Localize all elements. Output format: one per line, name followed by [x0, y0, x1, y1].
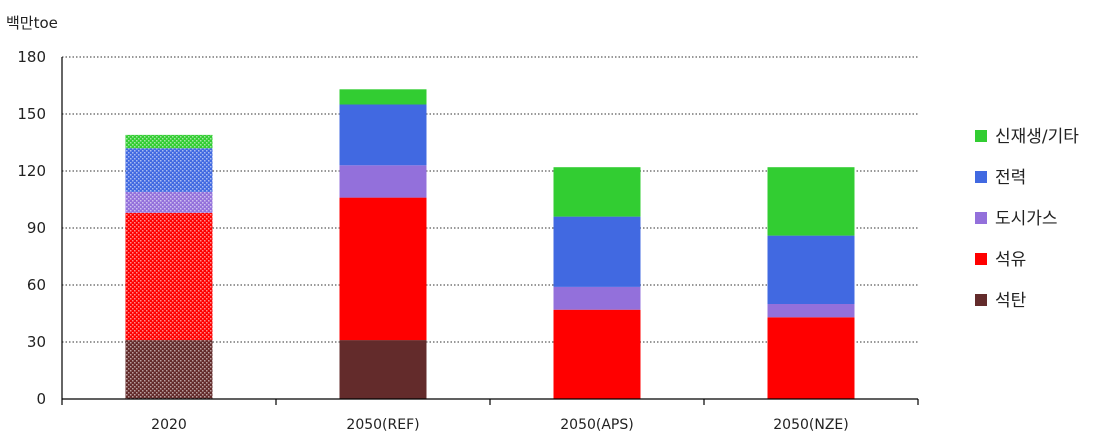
axes: [61, 57, 919, 405]
legend-swatch: [975, 171, 987, 183]
bar-segment: [339, 165, 427, 198]
legend-swatch: [975, 212, 987, 224]
bar-segment-pattern: [125, 340, 213, 399]
bar-segment-pattern: [125, 191, 213, 213]
bar-segment: [767, 317, 855, 399]
bar-segment: [553, 216, 641, 287]
bar-segment-pattern: [125, 212, 213, 341]
x-tick-label: 2050(APS): [560, 417, 633, 433]
bar-segment: [339, 104, 427, 166]
y-unit-label: 백만toe: [6, 14, 58, 32]
y-tick-label: 150: [17, 105, 46, 123]
legend-label: 전력: [995, 168, 1026, 188]
bar-segment: [767, 167, 855, 236]
bar-segment-pattern: [125, 134, 213, 149]
legend-label: 신재생/기타: [995, 127, 1079, 147]
x-tick-label: 2050(REF): [346, 417, 419, 433]
y-tick-label: 90: [27, 219, 46, 237]
legend-swatch: [975, 130, 987, 142]
y-tick-label: 0: [36, 390, 46, 408]
y-tick-label: 30: [27, 333, 46, 351]
legend-label: 석탄: [995, 291, 1027, 311]
y-tick-label: 180: [17, 48, 46, 66]
legend-label: 석유: [995, 250, 1026, 270]
bar-segment-pattern: [125, 148, 213, 192]
bar-segment: [767, 304, 855, 318]
bars: [125, 89, 855, 399]
legend-swatch: [975, 253, 987, 265]
bar-segment: [339, 340, 427, 399]
bar-segment: [767, 235, 855, 304]
bar-segment: [339, 197, 427, 341]
bar-segment: [553, 167, 641, 217]
bar-segment: [553, 309, 641, 399]
x-tick-label: 2050(NZE): [773, 417, 848, 433]
legend-label: 도시가스: [995, 209, 1058, 229]
y-tick-label: 120: [17, 162, 46, 180]
y-axis-ticks: 0 30 60 90 120 150 180: [17, 48, 46, 408]
bar-segment: [553, 286, 641, 310]
bar-segment: [339, 89, 427, 105]
legend-swatch: [975, 294, 987, 306]
y-tick-label: 60: [27, 276, 46, 294]
x-tick-label: 2020: [151, 417, 187, 433]
gridlines: [62, 56, 918, 343]
x-axis-labels: 2020 2050(REF) 2050(APS) 2050(NZE): [151, 417, 849, 433]
